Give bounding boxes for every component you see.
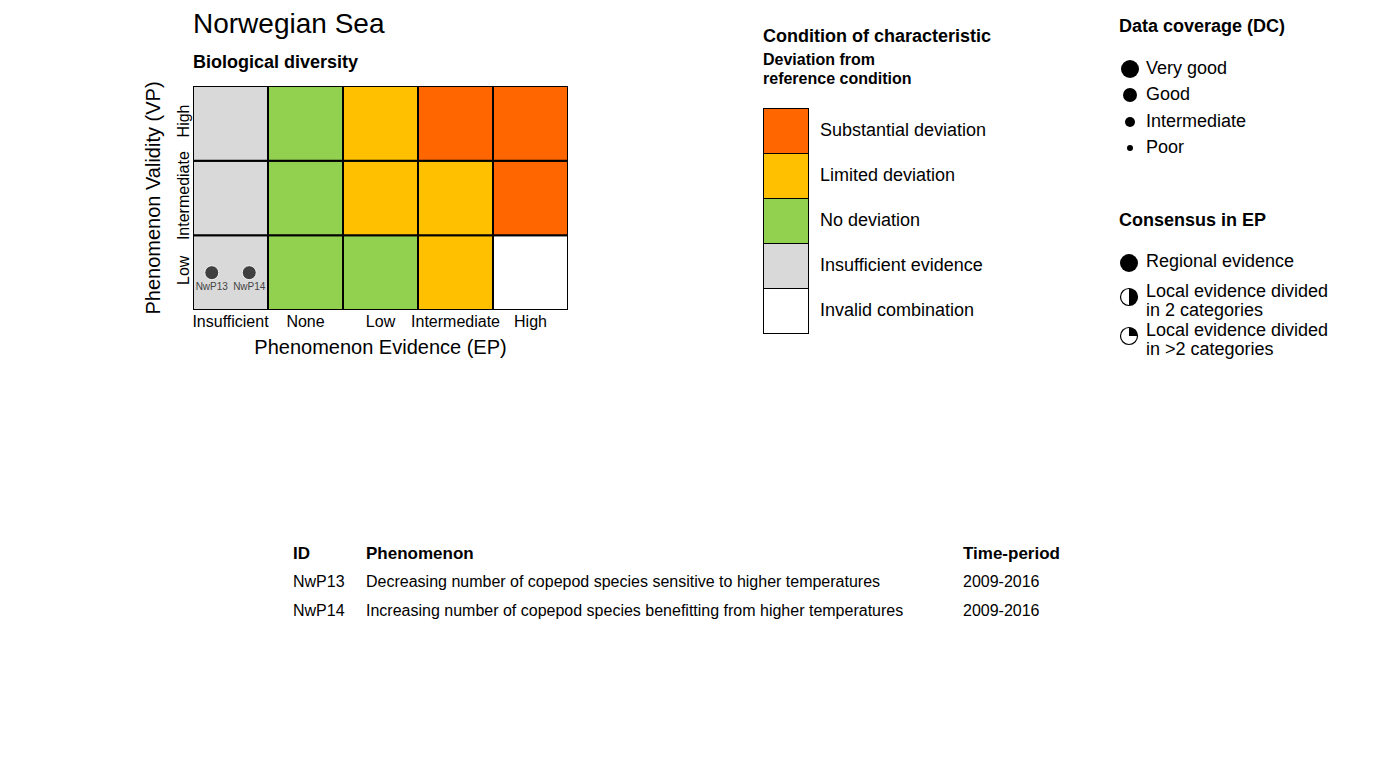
html-text:Biological diversity: Biological diversity (193, 52, 359, 72)
html-text:Limited deviation: Limited deviation (820, 165, 956, 185)
html-text:2009-2016: 2009-2016 (963, 573, 1040, 590)
html-text:2009-2016: 2009-2016 (963, 602, 1040, 619)
html-text:Norwegian Sea: Norwegian Sea (193, 8, 385, 39)
html-text:Insufficient evidence: Insufficient evidence (820, 255, 983, 275)
html-text:Local evidence divided: Local evidence divided (1146, 320, 1329, 340)
html-text:Time-period: Time-period (963, 544, 1060, 563)
html-text:ID: ID (293, 544, 310, 563)
svg-text:Intermediate: Intermediate (411, 313, 500, 330)
html-text:reference condition: reference condition (763, 70, 912, 87)
html-text:Phenomenon: Phenomenon (366, 544, 474, 563)
svg-text:Phenomenon Validity (VP): Phenomenon Validity (VP) (142, 81, 164, 314)
svg-text:None: None (286, 313, 324, 330)
html-text:Increasing number of copepod s: Increasing number of copepod species ben… (366, 602, 904, 619)
html-text:in >2 categories: in >2 categories (1146, 339, 1274, 359)
svg-text:Phenomenon Evidence (EP): Phenomenon Evidence (EP) (254, 336, 506, 358)
svg-text:Low: Low (366, 313, 396, 330)
svg-text:High: High (175, 104, 192, 137)
html-text:Condition of characteristic: Condition of characteristic (763, 26, 991, 46)
svg-text:NwP14: NwP14 (233, 281, 266, 292)
html-text:Good: Good (1146, 84, 1190, 105)
html-text:Very good: Very good (1146, 58, 1228, 78)
html-text:Decreasing number of copepod s: Decreasing number of copepod species sen… (366, 573, 881, 590)
html-text:Consensus in EP: Consensus in EP (1119, 210, 1266, 230)
html-text:Invalid combination: Invalid combination (820, 300, 975, 320)
html-text:in 2 categories: in 2 categories (1146, 300, 1264, 320)
svg-text:NwP13: NwP13 (196, 281, 229, 292)
html-text:Deviation from: Deviation from (763, 51, 875, 68)
html-text:Substantial deviation: Substantial deviation (820, 120, 987, 140)
svg-text:Insufficient: Insufficient (192, 313, 269, 330)
html-text:NwP14: NwP14 (293, 602, 345, 619)
html-text:Local evidence divided: Local evidence divided (1146, 281, 1329, 301)
svg-text:High: High (514, 313, 547, 330)
html-text:Data coverage (DC): Data coverage (DC) (1119, 16, 1286, 36)
svg-text:Intermediate: Intermediate (175, 151, 192, 240)
html-text:Intermediate: Intermediate (1146, 110, 1247, 131)
html-text:No deviation: No deviation (820, 210, 921, 230)
html-text:Poor: Poor (1146, 136, 1184, 157)
html-text:Regional evidence: Regional evidence (1146, 251, 1295, 271)
html-text:NwP13: NwP13 (293, 573, 345, 590)
svg-text:Low: Low (175, 255, 192, 285)
